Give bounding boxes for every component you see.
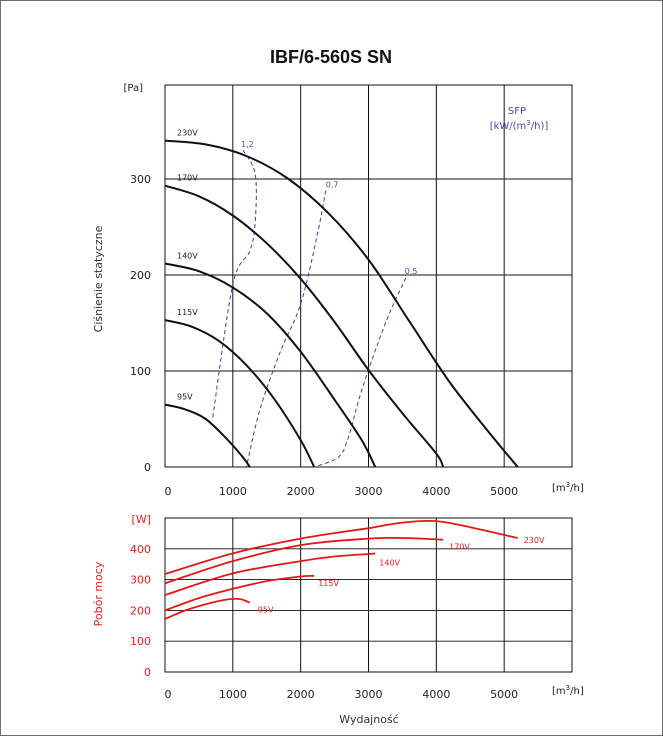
sfp-line-0 [212,149,257,420]
pressure-plot: 0 1000 2000 3000 4000 5000 0 100 200 300 1,2 0,7 0,… [92,83,584,498]
power-curve-label-140V: 140V [379,558,400,567]
pressure-curve-labels: 1,2 0,7 0,5 230V 170V 140V 115V 95V [177,129,418,402]
power-grid [164,517,573,673]
power-x-unit: [m3/h] [552,684,584,697]
pressure-x-unit: [m3/h] [552,481,584,494]
pressure-curve-label-115V: 115V [177,308,198,317]
sfp-line-1 [245,190,327,468]
power-curve-label-95V: 95V [258,606,274,615]
power-x-tick-0: 0 [165,688,172,701]
pressure-y-label: Ciśnienie statyczne [92,225,105,332]
power-y-label: Pobór mocy [92,561,105,626]
power-y-tick-0: 0 [144,666,151,679]
power-curve-label-115V: 115V [318,579,339,588]
pressure-plot-border [164,84,573,468]
pressure-curve-140V [164,262,377,468]
sfp-label-0: 1,2 [241,140,254,149]
pressure-curve-115V [164,319,316,468]
pressure-grid [164,84,573,468]
pressure-y-tick-0: 0 [144,461,151,474]
sfp-label-1: 0,7 [326,181,339,190]
power-x-label: Wydajność [339,713,398,726]
pressure-curve-label-140V: 140V [177,251,198,260]
pressure-curve-170V [164,184,445,468]
pressure-curve-230V [164,139,519,468]
pressure-x-tick-4: 4000 [422,485,450,498]
pressure-x-tick-3: 3000 [355,485,383,498]
power-y-tick-3: 300 [130,574,151,587]
power-y-tick-4: 400 [130,543,151,556]
power-curve-115V [164,574,315,612]
pressure-x-tick-0: 0 [165,485,172,498]
sfp-line-2 [314,277,407,468]
power-x-tick-1: 1000 [219,688,247,701]
pressure-y-tick-1: 100 [130,365,151,378]
pressure-curve-label-95V: 95V [177,393,193,402]
power-curve-230V [164,519,518,575]
power-curve-label-230V: 230V [524,536,545,545]
power-y-tick-1: 100 [130,635,151,648]
pressure-y-tick-3: 300 [130,173,151,186]
chart-title: IBF/6-560S SN [270,47,392,67]
pressure-tick-labels: 0 1000 2000 3000 4000 5000 0 100 200 300 [130,173,518,498]
sfp-label-2: 0,5 [405,267,418,276]
power-y-unit: [W] [132,513,151,526]
power-curve-label-170V: 170V [449,543,470,552]
pressure-curve-label-230V: 230V [177,129,198,138]
pressure-x-tick-2: 2000 [287,485,315,498]
sfp-legend-title: SFP [508,106,526,117]
pressure-x-tick-1: 1000 [219,485,247,498]
power-x-tick-4: 4000 [422,688,450,701]
power-curve-95V [164,597,251,620]
pressure-x-tick-5: 5000 [490,485,518,498]
power-curve-140V [164,552,376,596]
power-y-tick-2: 200 [130,604,151,617]
power-x-tick-3: 3000 [355,688,383,701]
power-plot: 0 1000 2000 3000 4000 5000 0 100 200 300 400 230V 1… [92,513,584,726]
power-tick-labels: 0 1000 2000 3000 4000 5000 0 100 200 300 400 [130,543,518,701]
pressure-y-tick-2: 200 [130,269,151,282]
power-curve-labels: 230V 170V 140V 115V 95V [258,536,545,615]
sfp-legend-unit: [kW/(m3/h)] [490,119,549,132]
pressure-curve-95V [164,403,251,468]
power-x-tick-5: 5000 [490,688,518,701]
pressure-y-unit: [Pa] [123,83,143,94]
sfp-lines [212,149,407,468]
pressure-curves [164,139,519,468]
power-x-tick-2: 2000 [287,688,315,701]
power-curve-170V [164,536,444,585]
power-curves [164,519,518,620]
pressure-curve-label-170V: 170V [177,174,198,183]
